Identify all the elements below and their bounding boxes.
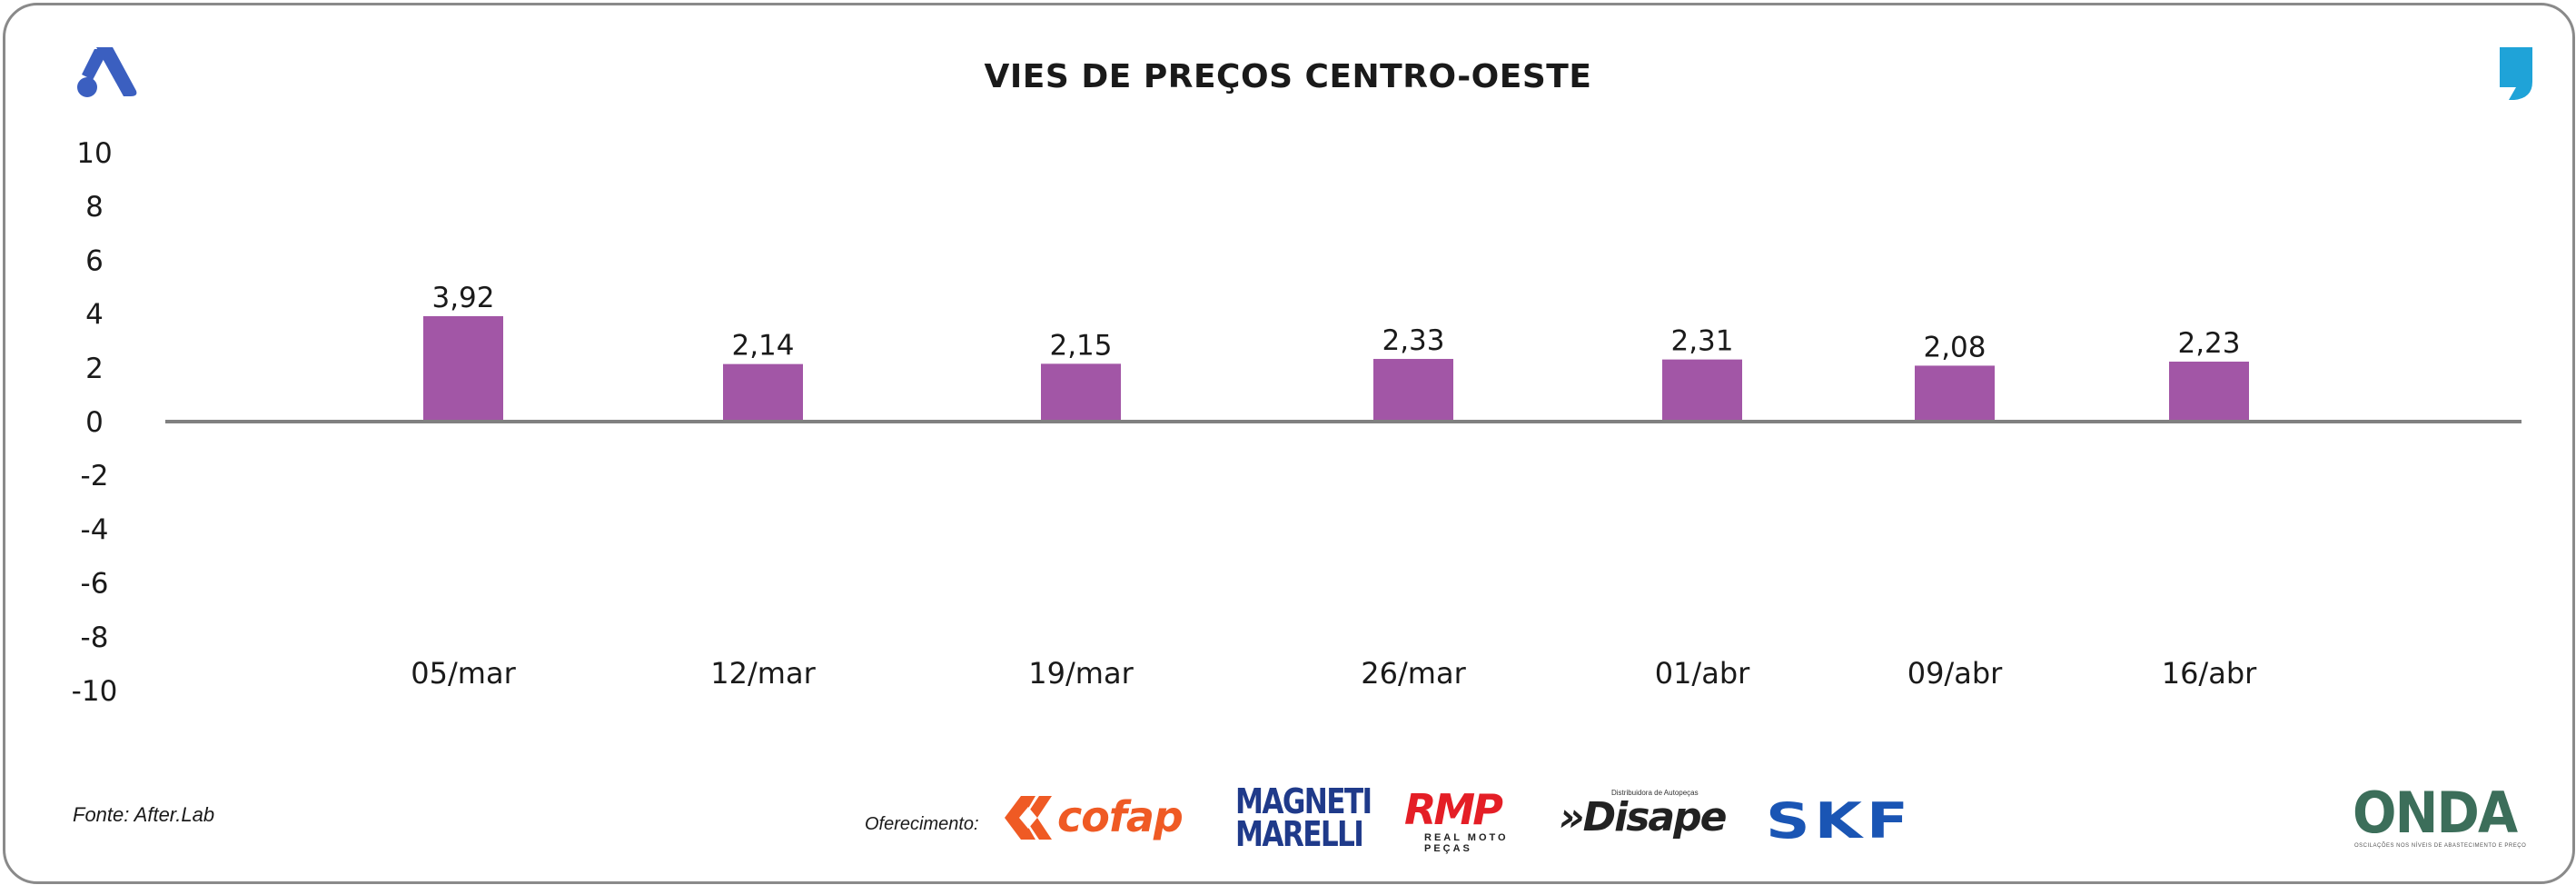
data-label: 3,92	[431, 282, 494, 314]
x-tick-label: 05/mar	[411, 656, 516, 691]
bar	[1041, 363, 1121, 422]
cofap-mark-icon	[1005, 796, 1052, 840]
x-tick-label: 19/mar	[1028, 656, 1134, 691]
sponsors-label: Oferecimento:	[865, 814, 979, 834]
onda-wordmark: ONDA	[2353, 780, 2518, 846]
source-note: Fonte: After.Lab	[73, 803, 215, 826]
bar	[723, 363, 803, 422]
y-tick-label: -2	[81, 460, 109, 492]
y-tick-label: 0	[85, 406, 104, 439]
skf-wordmark: SKF	[1766, 792, 1914, 850]
skf-logo: SKF	[1766, 792, 1947, 850]
bar	[2169, 361, 2249, 422]
bar	[1915, 365, 1995, 422]
disape-subtitle: Distribuidora de Autopeças	[1611, 789, 1699, 797]
disape-logo: Distribuidora de Autopeças »Disape	[1559, 789, 1740, 847]
comma-logo-icon	[2500, 47, 2532, 100]
disape-wordmark: »Disape	[1559, 794, 1727, 840]
bar	[1373, 359, 1453, 422]
magneti-marelli-logo: MAGNETI MARELLI	[1235, 781, 1372, 854]
x-tick-label: 09/abr	[1907, 656, 2003, 691]
onda-subtitle: OSCILAÇÕES NOS NÍVEIS DE ABASTECIMENTO E…	[2354, 843, 2527, 849]
y-tick-label: 2	[85, 353, 104, 385]
cofap-wordmark: cofap	[1057, 792, 1184, 841]
onda-logo: ONDA OSCILAÇÕES NOS NÍVEIS DE ABASTECIME…	[2353, 780, 2534, 852]
y-tick-label: -8	[81, 621, 109, 654]
y-tick-label: -6	[81, 568, 109, 601]
y-tick-label: 10	[76, 137, 112, 170]
data-label: 2,33	[1382, 324, 1444, 357]
y-tick-label: 4	[85, 299, 104, 332]
y-tick-label: -10	[72, 675, 118, 708]
rmp-wordmark: RMP	[1404, 785, 1503, 834]
data-label: 2,08	[1923, 331, 1986, 363]
rmp-logo: RMP REAL MOTO PEÇAS	[1404, 785, 1541, 854]
data-label: 2,14	[731, 330, 794, 363]
data-label: 2,15	[1049, 329, 1112, 362]
x-tick-label: 01/abr	[1655, 656, 1750, 691]
bar	[1662, 359, 1742, 422]
x-tick-label: 16/abr	[2162, 656, 2257, 691]
cofap-logo: cofap	[1001, 791, 1212, 845]
y-tick-label: 6	[85, 244, 104, 277]
x-tick-label: 26/mar	[1361, 656, 1466, 691]
brand-a-icon	[77, 47, 137, 97]
chart-frame	[3, 3, 2575, 884]
magneti-line-2: MARELLI	[1235, 814, 1364, 854]
rmp-subtitle: REAL MOTO PEÇAS	[1424, 832, 1509, 854]
y-tick-label: -4	[81, 513, 109, 546]
chart-title: VIES DE PREÇOS CENTRO-OESTE	[984, 58, 1592, 95]
data-label: 2,23	[2177, 327, 2240, 360]
bar	[423, 315, 503, 422]
magneti-line-1: MAGNETI	[1235, 781, 1372, 821]
y-tick-label: 8	[85, 191, 104, 224]
data-label: 2,31	[1670, 325, 1733, 358]
x-tick-label: 12/mar	[710, 656, 816, 691]
